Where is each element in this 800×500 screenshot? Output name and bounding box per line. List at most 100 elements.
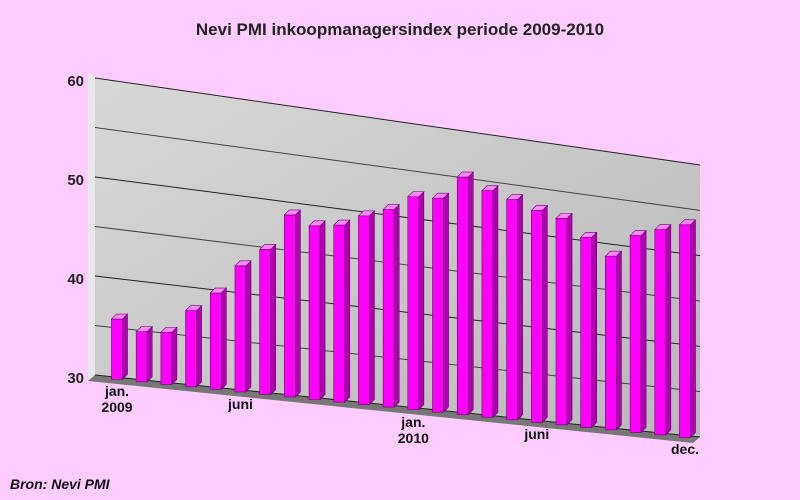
bar bbox=[357, 210, 376, 406]
bar bbox=[283, 209, 302, 398]
bar-face bbox=[629, 230, 647, 236]
bar-face bbox=[481, 185, 499, 192]
bar bbox=[481, 184, 499, 418]
bar bbox=[209, 287, 228, 391]
bar bbox=[258, 243, 277, 396]
bar-face bbox=[245, 260, 252, 393]
bar bbox=[407, 191, 425, 411]
bar-face bbox=[580, 237, 593, 428]
bar bbox=[654, 223, 672, 436]
bar-face bbox=[629, 235, 642, 433]
bar bbox=[456, 171, 474, 416]
bar-face bbox=[209, 287, 228, 294]
bar bbox=[431, 192, 450, 413]
bar bbox=[629, 229, 647, 434]
bar-face bbox=[258, 244, 277, 250]
bar-face bbox=[135, 331, 148, 383]
bar-face bbox=[506, 199, 518, 421]
bar bbox=[604, 250, 623, 431]
bar-face bbox=[333, 224, 346, 403]
bar-face bbox=[531, 210, 543, 423]
bar-face bbox=[122, 313, 128, 380]
bar-face bbox=[209, 292, 222, 390]
bar-face bbox=[530, 205, 549, 211]
bar-face bbox=[517, 193, 523, 421]
bar bbox=[110, 313, 129, 380]
bar-face bbox=[566, 212, 573, 426]
bar-face bbox=[407, 191, 425, 198]
bar-face bbox=[308, 220, 326, 227]
bar bbox=[234, 260, 252, 393]
bar-face bbox=[171, 326, 178, 386]
bar-face bbox=[678, 219, 697, 226]
bar-face bbox=[467, 171, 474, 416]
bar bbox=[382, 203, 400, 408]
bar bbox=[135, 325, 153, 383]
bar bbox=[333, 219, 351, 403]
bar bbox=[505, 193, 524, 421]
bar-face bbox=[357, 210, 376, 217]
bar-face bbox=[579, 232, 598, 238]
bar-face bbox=[220, 287, 227, 391]
bar-face bbox=[333, 219, 351, 226]
bar bbox=[530, 204, 549, 424]
bar-face bbox=[284, 214, 296, 398]
bar-face bbox=[432, 197, 444, 413]
y-tick-label: 50 bbox=[67, 172, 84, 189]
bar-face bbox=[184, 305, 203, 311]
bar-face bbox=[185, 310, 197, 388]
bar-face bbox=[542, 204, 548, 424]
source: Bron: Nevi PMI bbox=[10, 476, 110, 492]
x-tick-label: jan. 2009 bbox=[101, 383, 133, 416]
bar-face bbox=[259, 249, 271, 395]
bar-face bbox=[283, 209, 302, 216]
bar-face bbox=[654, 224, 672, 231]
bar-face bbox=[146, 325, 153, 383]
bar bbox=[678, 219, 697, 439]
bar-face bbox=[591, 231, 598, 429]
x-tick-label: juni bbox=[524, 426, 550, 443]
bar-face bbox=[135, 326, 153, 332]
bar-face bbox=[369, 210, 375, 406]
bar-face bbox=[111, 318, 123, 380]
bar-face bbox=[555, 213, 573, 219]
bar-face bbox=[407, 196, 420, 410]
bar-face bbox=[456, 171, 474, 178]
bar-face bbox=[431, 192, 450, 199]
bar-face bbox=[160, 327, 178, 333]
bar-face bbox=[234, 260, 252, 267]
y-tick-label: 30 bbox=[67, 370, 84, 387]
bar-face bbox=[443, 192, 449, 413]
bar-face bbox=[382, 209, 395, 408]
bar-face bbox=[418, 191, 425, 411]
bar-face bbox=[640, 229, 647, 434]
bar-face bbox=[605, 255, 617, 431]
y-tick-label: 60 bbox=[67, 73, 84, 90]
bar-face bbox=[234, 265, 247, 393]
bar-face bbox=[308, 225, 321, 400]
bar-face bbox=[358, 215, 370, 405]
bar-face bbox=[319, 220, 326, 401]
x-tick-label: juni bbox=[228, 395, 253, 412]
bar-face bbox=[295, 209, 301, 398]
side-wall bbox=[88, 72, 95, 381]
bar-face bbox=[110, 313, 129, 320]
bar bbox=[184, 304, 203, 388]
chart-title: Nevi PMI inkoopmanagersindex periode 200… bbox=[195, 20, 605, 39]
bar-face bbox=[456, 176, 469, 415]
bar-face bbox=[654, 229, 667, 436]
bar-face bbox=[344, 219, 351, 403]
bar bbox=[555, 212, 573, 426]
x-tick-label: jan. 2010 bbox=[397, 413, 429, 446]
bar-face bbox=[555, 218, 568, 426]
x-tick-label: dec. bbox=[670, 441, 700, 458]
bar-face bbox=[393, 203, 400, 408]
bar-face bbox=[690, 219, 696, 439]
bar-face bbox=[616, 250, 622, 431]
bar bbox=[579, 231, 598, 429]
bar-face bbox=[665, 223, 672, 436]
grid-line bbox=[94, 77, 701, 166]
bar-face bbox=[492, 184, 499, 418]
